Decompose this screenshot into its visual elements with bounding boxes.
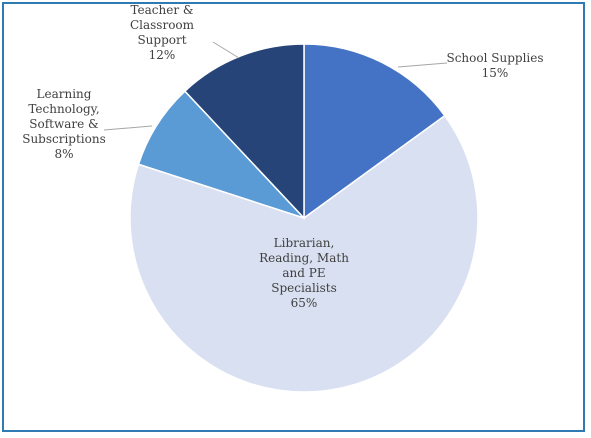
slice-label-line: Specialists: [271, 281, 337, 295]
slice-percent: 12%: [149, 48, 176, 62]
pie-slices: [129, 43, 479, 393]
leader-line-learning-technology-software-subscriptions: [103, 125, 153, 131]
slice-label-line: Teacher &: [130, 3, 193, 17]
slice-label-line: Support: [137, 33, 186, 47]
slice-percent: 65%: [291, 296, 318, 310]
data-label-school-supplies: School Supplies 15%: [446, 51, 543, 80]
slice-label-line: and PE: [282, 266, 325, 280]
leader-line-school-supplies: [397, 62, 448, 68]
pie-slice-teacher-classroom-support: [183, 43, 305, 220]
leader-lines: [103, 41, 448, 131]
slice-label-line: Librarian,: [274, 236, 335, 250]
data-label-librarian-reading-math-and-pe-specialists: Librarian, Reading, Math and PE Specialists…: [259, 236, 349, 310]
slice-label-line: Classroom: [130, 18, 195, 32]
pie-slice-school-supplies: [303, 43, 446, 220]
data-label-teacher-classroom-support: Teacher & Classroom Support 12%: [130, 3, 195, 62]
slice-label-line: Software &: [29, 117, 99, 131]
data-label-learning-technology-software-subscriptions: Learning Technology, Software & Subscriptio…: [22, 87, 106, 161]
slice-label-line: Learning: [37, 87, 92, 101]
slice-label-line: School Supplies: [446, 51, 543, 65]
slice-label-line: Reading, Math: [259, 251, 349, 265]
slice-label-line: Subscriptions: [22, 132, 106, 146]
slice-percent: 8%: [54, 147, 73, 161]
slice-label-line: Technology,: [28, 102, 99, 116]
slice-percent: 15%: [482, 66, 509, 80]
slice-labels: School Supplies 15% Librarian, Reading, Mat…: [22, 3, 543, 310]
pie-slice-librarian-reading-math-and-pe-specialists: [129, 114, 479, 393]
leader-line-teacher-classroom-support: [212, 41, 240, 59]
